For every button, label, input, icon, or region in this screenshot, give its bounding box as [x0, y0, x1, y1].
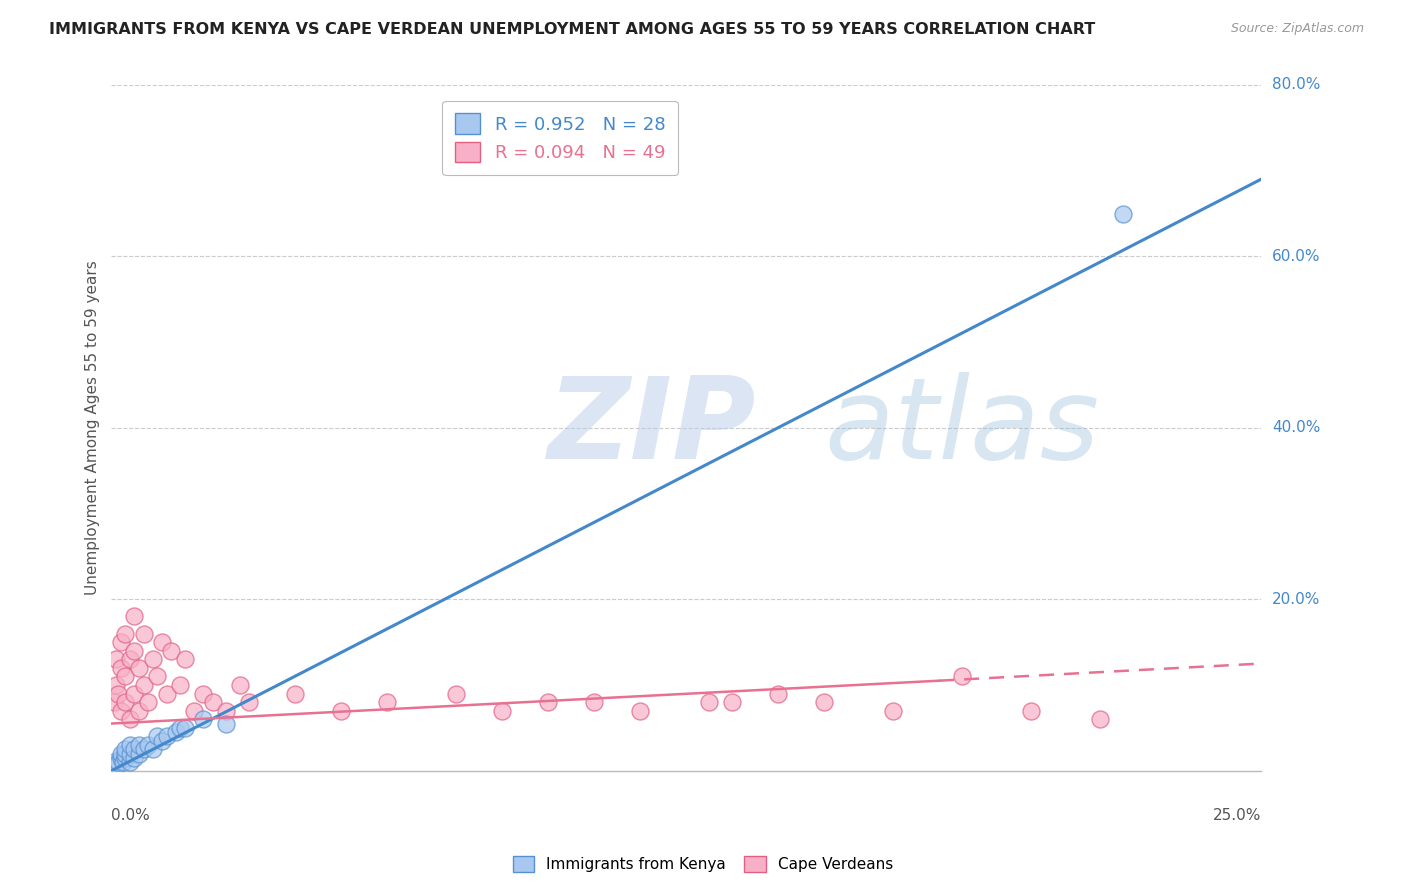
Point [128, 661, 150, 675]
Point [136, 695, 159, 709]
Point [768, 687, 790, 701]
Text: 0.0%: 0.0% [111, 808, 150, 823]
Point [110, 661, 132, 675]
Text: 60.0%: 60.0% [1272, 249, 1320, 264]
Point [132, 626, 155, 640]
Point [537, 695, 560, 709]
Point [174, 652, 197, 666]
Point [114, 742, 136, 756]
Point [193, 712, 215, 726]
Point [107, 755, 129, 769]
Point [330, 704, 353, 718]
Point [697, 695, 720, 709]
Point [491, 704, 513, 718]
Point [118, 712, 141, 726]
Text: 40.0%: 40.0% [1272, 420, 1320, 435]
Point [124, 643, 146, 657]
Point [132, 678, 155, 692]
Point [201, 695, 224, 709]
Point [107, 687, 129, 701]
Point [142, 652, 165, 666]
Point [446, 687, 468, 701]
Point [183, 704, 205, 718]
Text: Source: ZipAtlas.com: Source: ZipAtlas.com [1230, 22, 1364, 36]
Legend: R = 0.952   N = 28, R = 0.094   N = 49: R = 0.952 N = 28, R = 0.094 N = 49 [443, 101, 678, 175]
Y-axis label: Unemployment Among Ages 55 to 59 years: Unemployment Among Ages 55 to 59 years [86, 260, 100, 595]
Point [146, 730, 169, 744]
Legend: Immigrants from Kenya, Cape Verdeans: Immigrants from Kenya, Cape Verdeans [505, 848, 901, 880]
Text: ZIP: ZIP [548, 372, 756, 483]
Point [132, 742, 155, 756]
Point [128, 704, 150, 718]
Point [114, 669, 136, 683]
Point [118, 738, 141, 752]
Point [105, 652, 128, 666]
Point [160, 643, 183, 657]
Point [114, 751, 136, 765]
Point [169, 678, 191, 692]
Point [284, 687, 307, 701]
Point [114, 747, 136, 761]
Point [169, 721, 191, 735]
Point [1112, 206, 1135, 220]
Text: 20.0%: 20.0% [1272, 591, 1320, 607]
Point [128, 738, 150, 752]
Point [150, 733, 173, 747]
Text: 25.0%: 25.0% [1213, 808, 1261, 823]
Point [118, 747, 141, 761]
Point [229, 678, 252, 692]
Point [105, 759, 128, 773]
Point [583, 695, 606, 709]
Point [950, 669, 973, 683]
Point [124, 609, 146, 624]
Point [110, 751, 132, 765]
Point [375, 695, 398, 709]
Point [882, 704, 904, 718]
Point [110, 747, 132, 761]
Point [146, 669, 169, 683]
Point [238, 695, 260, 709]
Point [103, 755, 125, 769]
Text: atlas: atlas [824, 372, 1099, 483]
Text: IMMIGRANTS FROM KENYA VS CAPE VERDEAN UNEMPLOYMENT AMONG AGES 55 TO 59 YEARS COR: IMMIGRANTS FROM KENYA VS CAPE VERDEAN UN… [49, 22, 1095, 37]
Point [128, 747, 150, 761]
Point [150, 635, 173, 649]
Point [165, 725, 187, 739]
Point [103, 695, 125, 709]
Point [136, 738, 159, 752]
Point [215, 716, 238, 731]
Point [813, 695, 835, 709]
Point [215, 704, 238, 718]
Point [155, 687, 177, 701]
Point [124, 742, 146, 756]
Point [105, 678, 128, 692]
Point [111, 755, 134, 769]
Point [721, 695, 744, 709]
Point [1088, 712, 1111, 726]
Point [155, 730, 177, 744]
Point [118, 755, 141, 769]
Point [110, 704, 132, 718]
Point [124, 687, 146, 701]
Point [124, 751, 146, 765]
Point [1019, 704, 1042, 718]
Point [628, 704, 651, 718]
Point [193, 687, 215, 701]
Point [142, 742, 165, 756]
Point [110, 635, 132, 649]
Point [174, 721, 197, 735]
Point [114, 626, 136, 640]
Point [114, 695, 136, 709]
Point [118, 652, 141, 666]
Text: 80.0%: 80.0% [1272, 78, 1320, 93]
